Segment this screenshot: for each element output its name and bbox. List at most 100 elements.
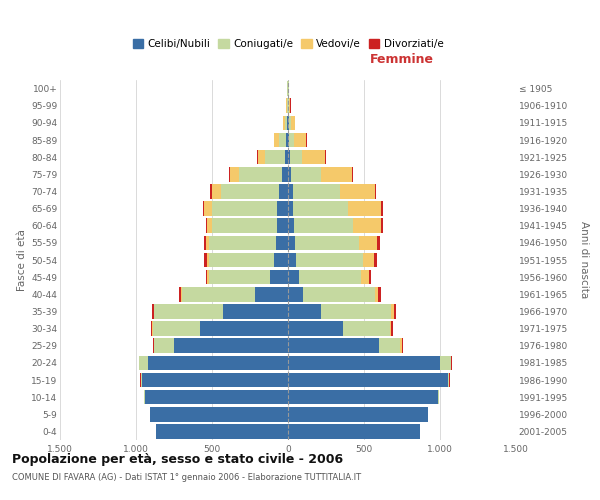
Bar (283, 116, 285, 130)
Bar (257, 150, 265, 164)
Bar (205, 252, 206, 268)
Bar (279, 132, 286, 148)
Bar (291, 116, 295, 130)
Text: Popolazione per età, sesso e stato civile - 2006: Popolazione per età, sesso e stato civil… (12, 452, 343, 466)
Bar (448, 372, 449, 388)
Bar (288, 287, 303, 302)
Bar (229, 167, 230, 182)
Bar (306, 132, 307, 148)
Bar (265, 150, 285, 164)
Bar (174, 338, 288, 353)
Bar (325, 150, 326, 164)
Bar (140, 372, 142, 388)
Bar (303, 287, 374, 302)
Bar (288, 407, 428, 422)
Bar (391, 322, 393, 336)
Bar (289, 132, 294, 148)
Bar (293, 202, 348, 216)
Bar (289, 98, 290, 113)
Bar (288, 150, 290, 164)
Bar (208, 270, 209, 284)
Bar (274, 252, 288, 268)
Bar (288, 184, 293, 198)
Bar (212, 184, 221, 198)
Bar (288, 372, 448, 388)
Bar (285, 150, 288, 164)
Bar (277, 202, 288, 216)
Bar (295, 236, 359, 250)
Bar (381, 218, 383, 233)
Legend: Celibi/Nubili, Coniugati/e, Vedovi/e, Divorziati/e: Celibi/Nubili, Coniugati/e, Vedovi/e, Di… (128, 35, 448, 53)
Bar (203, 202, 205, 216)
Bar (394, 304, 397, 318)
Bar (230, 167, 239, 182)
Bar (289, 116, 291, 130)
Bar (379, 287, 382, 302)
Bar (211, 184, 212, 198)
Bar (285, 116, 287, 130)
Bar (139, 356, 148, 370)
Bar (302, 150, 325, 164)
Bar (206, 252, 209, 268)
Bar (182, 287, 254, 302)
Bar (288, 202, 293, 216)
Bar (209, 270, 270, 284)
Bar (377, 236, 380, 250)
Bar (206, 236, 209, 250)
Bar (254, 287, 288, 302)
Bar (288, 252, 296, 268)
Bar (343, 322, 390, 336)
Bar (401, 338, 403, 353)
Bar (200, 322, 288, 336)
Bar (299, 270, 361, 284)
Bar (223, 304, 288, 318)
Bar (181, 287, 182, 302)
Bar (294, 218, 353, 233)
Text: Femmine: Femmine (370, 52, 434, 66)
Bar (382, 202, 383, 216)
Bar (288, 132, 289, 148)
Bar (142, 372, 288, 388)
Bar (239, 167, 282, 182)
Bar (294, 132, 306, 148)
Bar (154, 304, 223, 318)
Bar (206, 270, 208, 284)
Bar (270, 270, 288, 284)
Bar (340, 184, 374, 198)
Bar (288, 322, 343, 336)
Bar (348, 202, 382, 216)
Bar (204, 236, 206, 250)
Bar (290, 150, 302, 164)
Bar (361, 270, 368, 284)
Bar (179, 287, 181, 302)
Bar (390, 322, 391, 336)
Bar (288, 236, 295, 250)
Bar (400, 338, 401, 353)
Bar (148, 356, 288, 370)
Bar (151, 322, 152, 336)
Bar (277, 218, 288, 233)
Bar (152, 304, 154, 318)
Bar (288, 338, 379, 353)
Bar (154, 338, 174, 353)
Bar (149, 407, 288, 422)
Bar (391, 304, 394, 318)
Y-axis label: Fasce di età: Fasce di età (17, 229, 27, 291)
Bar (206, 218, 208, 233)
Bar (221, 184, 279, 198)
Bar (291, 167, 322, 182)
Bar (288, 356, 440, 370)
Y-axis label: Anni di nascita: Anni di nascita (579, 222, 589, 298)
Bar (368, 270, 371, 284)
Bar (288, 218, 294, 233)
Bar (288, 116, 289, 130)
Bar (359, 236, 377, 250)
Bar (440, 356, 451, 370)
Bar (288, 270, 299, 284)
Bar (374, 184, 376, 198)
Bar (286, 132, 288, 148)
Bar (374, 287, 379, 302)
Bar (288, 167, 291, 182)
Bar (288, 304, 322, 318)
Bar (153, 322, 200, 336)
